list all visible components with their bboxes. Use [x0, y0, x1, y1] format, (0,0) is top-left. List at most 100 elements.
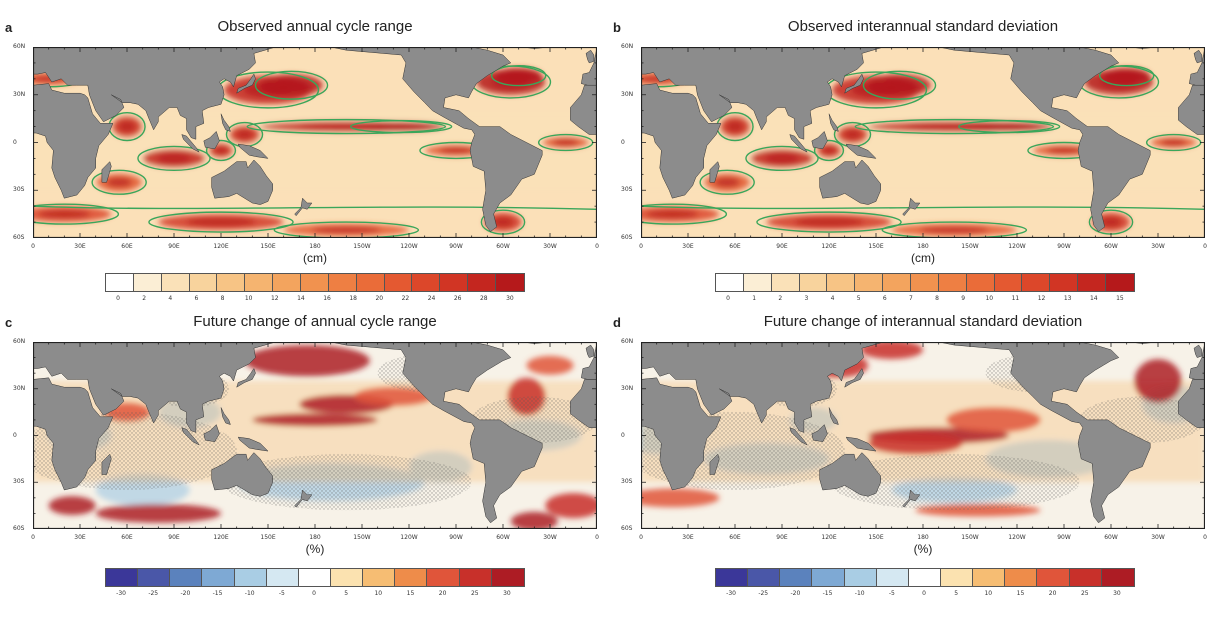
land-madagascar	[101, 453, 112, 475]
land-nz	[902, 197, 921, 217]
land-sumatra	[181, 427, 200, 446]
colorbar-tick-label: 18	[349, 295, 358, 302]
panel-title: Observed annual cycle range	[217, 18, 413, 35]
lon-tick-label: 60E	[729, 534, 741, 541]
lon-tick-label: 0	[639, 243, 643, 250]
lon-tick-label: 150E	[868, 534, 884, 541]
colorbar-swatch	[876, 569, 909, 586]
colorbar-swatch	[412, 274, 441, 291]
colorbar-swatch	[1037, 569, 1070, 586]
land-africa	[33, 83, 114, 199]
colorbar-swatch	[427, 569, 460, 586]
land-nz	[294, 489, 313, 508]
lon-tick-label: 150E	[260, 243, 276, 250]
land-philippines	[220, 113, 231, 132]
lon-tick-label: 60E	[121, 534, 133, 541]
land-americas	[938, 47, 1151, 232]
colorbar-tick-label: 12	[270, 295, 279, 302]
land-borneo	[811, 130, 828, 150]
lon-tick-label: 90E	[168, 243, 180, 250]
land-africa_w	[570, 379, 597, 428]
colorbar-tick-label: 16	[323, 295, 331, 302]
colorbar-unit: (cm)	[911, 251, 935, 265]
land-newguinea	[845, 143, 877, 159]
lon-tick-label: 0	[595, 243, 599, 250]
land-eurasia	[33, 47, 276, 140]
colorbar-swatch	[266, 569, 299, 586]
land-sumatra	[181, 134, 200, 153]
colorbar-swatch	[1101, 569, 1134, 586]
land-uk	[585, 344, 595, 358]
land-japan	[236, 73, 256, 94]
colorbar-tick-label: 4	[830, 295, 835, 302]
lat-tick-label: 30S	[13, 186, 25, 194]
colorbar-tick-label: -30	[726, 590, 736, 597]
colorbar-tick-label: 30	[506, 295, 514, 302]
colorbar-labels: 0 1 2 3 4 5 6 7 8 9 10 11 12 13 14 15	[715, 295, 1133, 305]
colorbar-tick-label: -10	[854, 590, 865, 597]
panel-title: Future change of interannual standard de…	[763, 313, 1083, 330]
land-eurasia_w	[1189, 47, 1205, 86]
lon-tick-label: 120W	[1008, 243, 1026, 250]
colorbar-swatch	[1069, 569, 1102, 586]
colorbar-tick-label: -30	[116, 590, 126, 597]
lon-tick-label: 120W	[1008, 534, 1026, 541]
lon-tick-label: 120W	[400, 534, 418, 541]
lon-tick-label: 0	[1203, 243, 1207, 250]
colorbar-tick-label: 13	[1063, 295, 1072, 302]
colorbar-tick-label: 10	[985, 295, 994, 302]
lon-tick-label: 60W	[496, 243, 510, 250]
land-newguinea	[237, 436, 269, 452]
colorbar-swatch	[356, 274, 385, 291]
land-australia	[819, 452, 881, 497]
lon-tick-label: 90E	[168, 534, 180, 541]
colorbar-unit: (%)	[305, 542, 325, 556]
colorbar-swatch	[298, 569, 331, 586]
lat-tick-label: 60N	[621, 43, 634, 50]
colorbar-tick-label: 15	[1016, 590, 1025, 597]
lon-tick-label: 0	[595, 534, 599, 541]
lon-tick-label: 150W	[961, 243, 979, 250]
colorbar-tick-label: 22	[401, 295, 410, 302]
colorbar-swatch	[161, 274, 190, 291]
colorbar-swatch	[743, 274, 772, 291]
colorbar	[715, 273, 1135, 292]
colorbar-tick-label: 0	[116, 295, 120, 302]
lat-tick-label: 60S	[621, 234, 633, 241]
colorbar-swatch	[911, 274, 939, 291]
colorbar-swatch	[938, 274, 967, 291]
colorbar-swatch	[966, 274, 995, 291]
colorbar	[105, 568, 525, 587]
land-africa	[641, 377, 722, 491]
lon-tick-label: 150W	[353, 534, 371, 541]
colorbar-tick-label: 10	[984, 590, 993, 597]
colorbar-tick-label: -20	[180, 590, 191, 597]
map-canvas	[641, 47, 1205, 238]
lon-tick-label: 0	[1203, 534, 1207, 541]
colorbar-swatch	[328, 274, 357, 291]
lon-tick-label: 30E	[74, 243, 86, 250]
land-borneo	[203, 130, 220, 150]
colorbar-tick-label: 25	[470, 590, 479, 597]
lon-tick-label: 120E	[213, 243, 229, 250]
colorbar-swatch	[491, 569, 524, 586]
land-eurasia_w	[1189, 342, 1205, 380]
colorbar-tick-label: -25	[148, 590, 159, 597]
colorbar-tick-label: 5	[954, 590, 959, 597]
colorbar-swatch	[138, 569, 171, 586]
colorbar-swatch	[883, 274, 912, 291]
colorbar-tick-label: 6	[882, 295, 887, 302]
lat-tick-label: 0	[621, 138, 625, 146]
colorbar-tick-label: 28	[479, 295, 488, 302]
land-africa_w	[1178, 84, 1205, 135]
colorbar-swatch	[170, 569, 203, 586]
colorbar-tick-label: 12	[1037, 295, 1046, 302]
land-eurasia	[641, 47, 884, 140]
map-canvas	[33, 342, 597, 529]
land-japan	[236, 367, 256, 388]
tick-marks	[33, 342, 597, 529]
panel-letter: c	[5, 315, 13, 330]
panel-letter: b	[613, 20, 621, 35]
land-japan	[844, 73, 864, 94]
colorbar-swatch	[771, 274, 800, 291]
